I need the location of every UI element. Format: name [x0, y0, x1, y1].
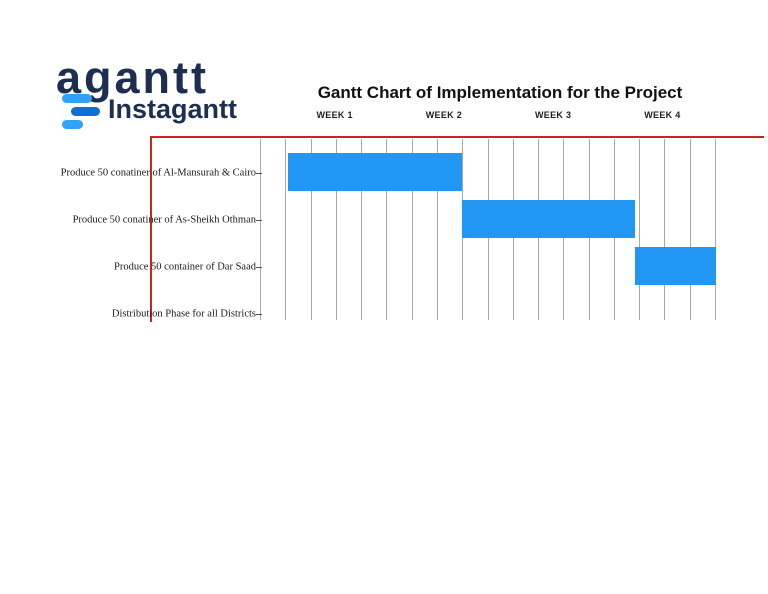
gridline — [310, 139, 312, 320]
gridline — [436, 139, 438, 320]
task-row: Produce 50 container of Dar Saad — [0, 243, 768, 290]
axis-tick — [256, 172, 262, 174]
gridline — [285, 139, 287, 320]
gridline — [715, 139, 716, 320]
task-label: Distribution Phase for all Districts — [111, 308, 256, 319]
instagantt-wordmark: Instagantt — [108, 94, 238, 124]
task-row: Produce 50 conatiner of Al-Mansurah & Ca… — [0, 149, 768, 196]
week-label: WEEK 1 — [316, 110, 353, 120]
gridline — [689, 139, 691, 320]
gantt-bar — [462, 200, 635, 238]
gridline — [260, 139, 261, 320]
task-label: Produce 50 conatiner of Al-Mansurah & Ca… — [60, 167, 256, 178]
logo-bar-bottom — [62, 120, 83, 129]
instagantt-logo-icon — [62, 94, 102, 130]
task-label: Produce 50 conatiner of As-Sheikh Othman — [72, 214, 256, 225]
gridline — [386, 139, 388, 320]
gantt-rows: Produce 50 conatiner of Al-Mansurah & Ca… — [0, 149, 768, 320]
axis-tick — [256, 219, 262, 221]
task-row: Produce 50 conatiner of As-Sheikh Othman — [0, 196, 768, 243]
week-label: WEEK 2 — [425, 110, 463, 120]
logo-bar-middle — [71, 107, 100, 116]
gridline — [361, 139, 363, 320]
gridline — [664, 139, 666, 320]
task-label: Produce 50 container of Dar Saad — [114, 261, 256, 272]
axis-tick — [256, 313, 262, 315]
axis-tick — [256, 266, 262, 268]
axis-line-horizontal — [150, 136, 764, 138]
axis-line-vertical — [150, 136, 152, 322]
task-row: Distribution Phase for all Districts — [0, 290, 768, 320]
chart-title: Gantt Chart of Implementation for the Pr… — [317, 83, 683, 102]
gantt-chart: Produce 50 conatiner of Al-Mansurah & Ca… — [0, 139, 768, 320]
gantt-bar — [287, 153, 462, 191]
week-axis: WEEK 1 WEEK 2 WEEK 3 WEEK 4 — [280, 110, 717, 120]
gantt-bar — [634, 247, 716, 285]
week-label: WEEK 3 — [534, 110, 572, 120]
gridline — [411, 139, 413, 320]
gridline — [639, 139, 641, 320]
logo-bar-top — [62, 94, 92, 103]
gridline — [335, 139, 337, 320]
week-label: WEEK 4 — [644, 110, 681, 120]
